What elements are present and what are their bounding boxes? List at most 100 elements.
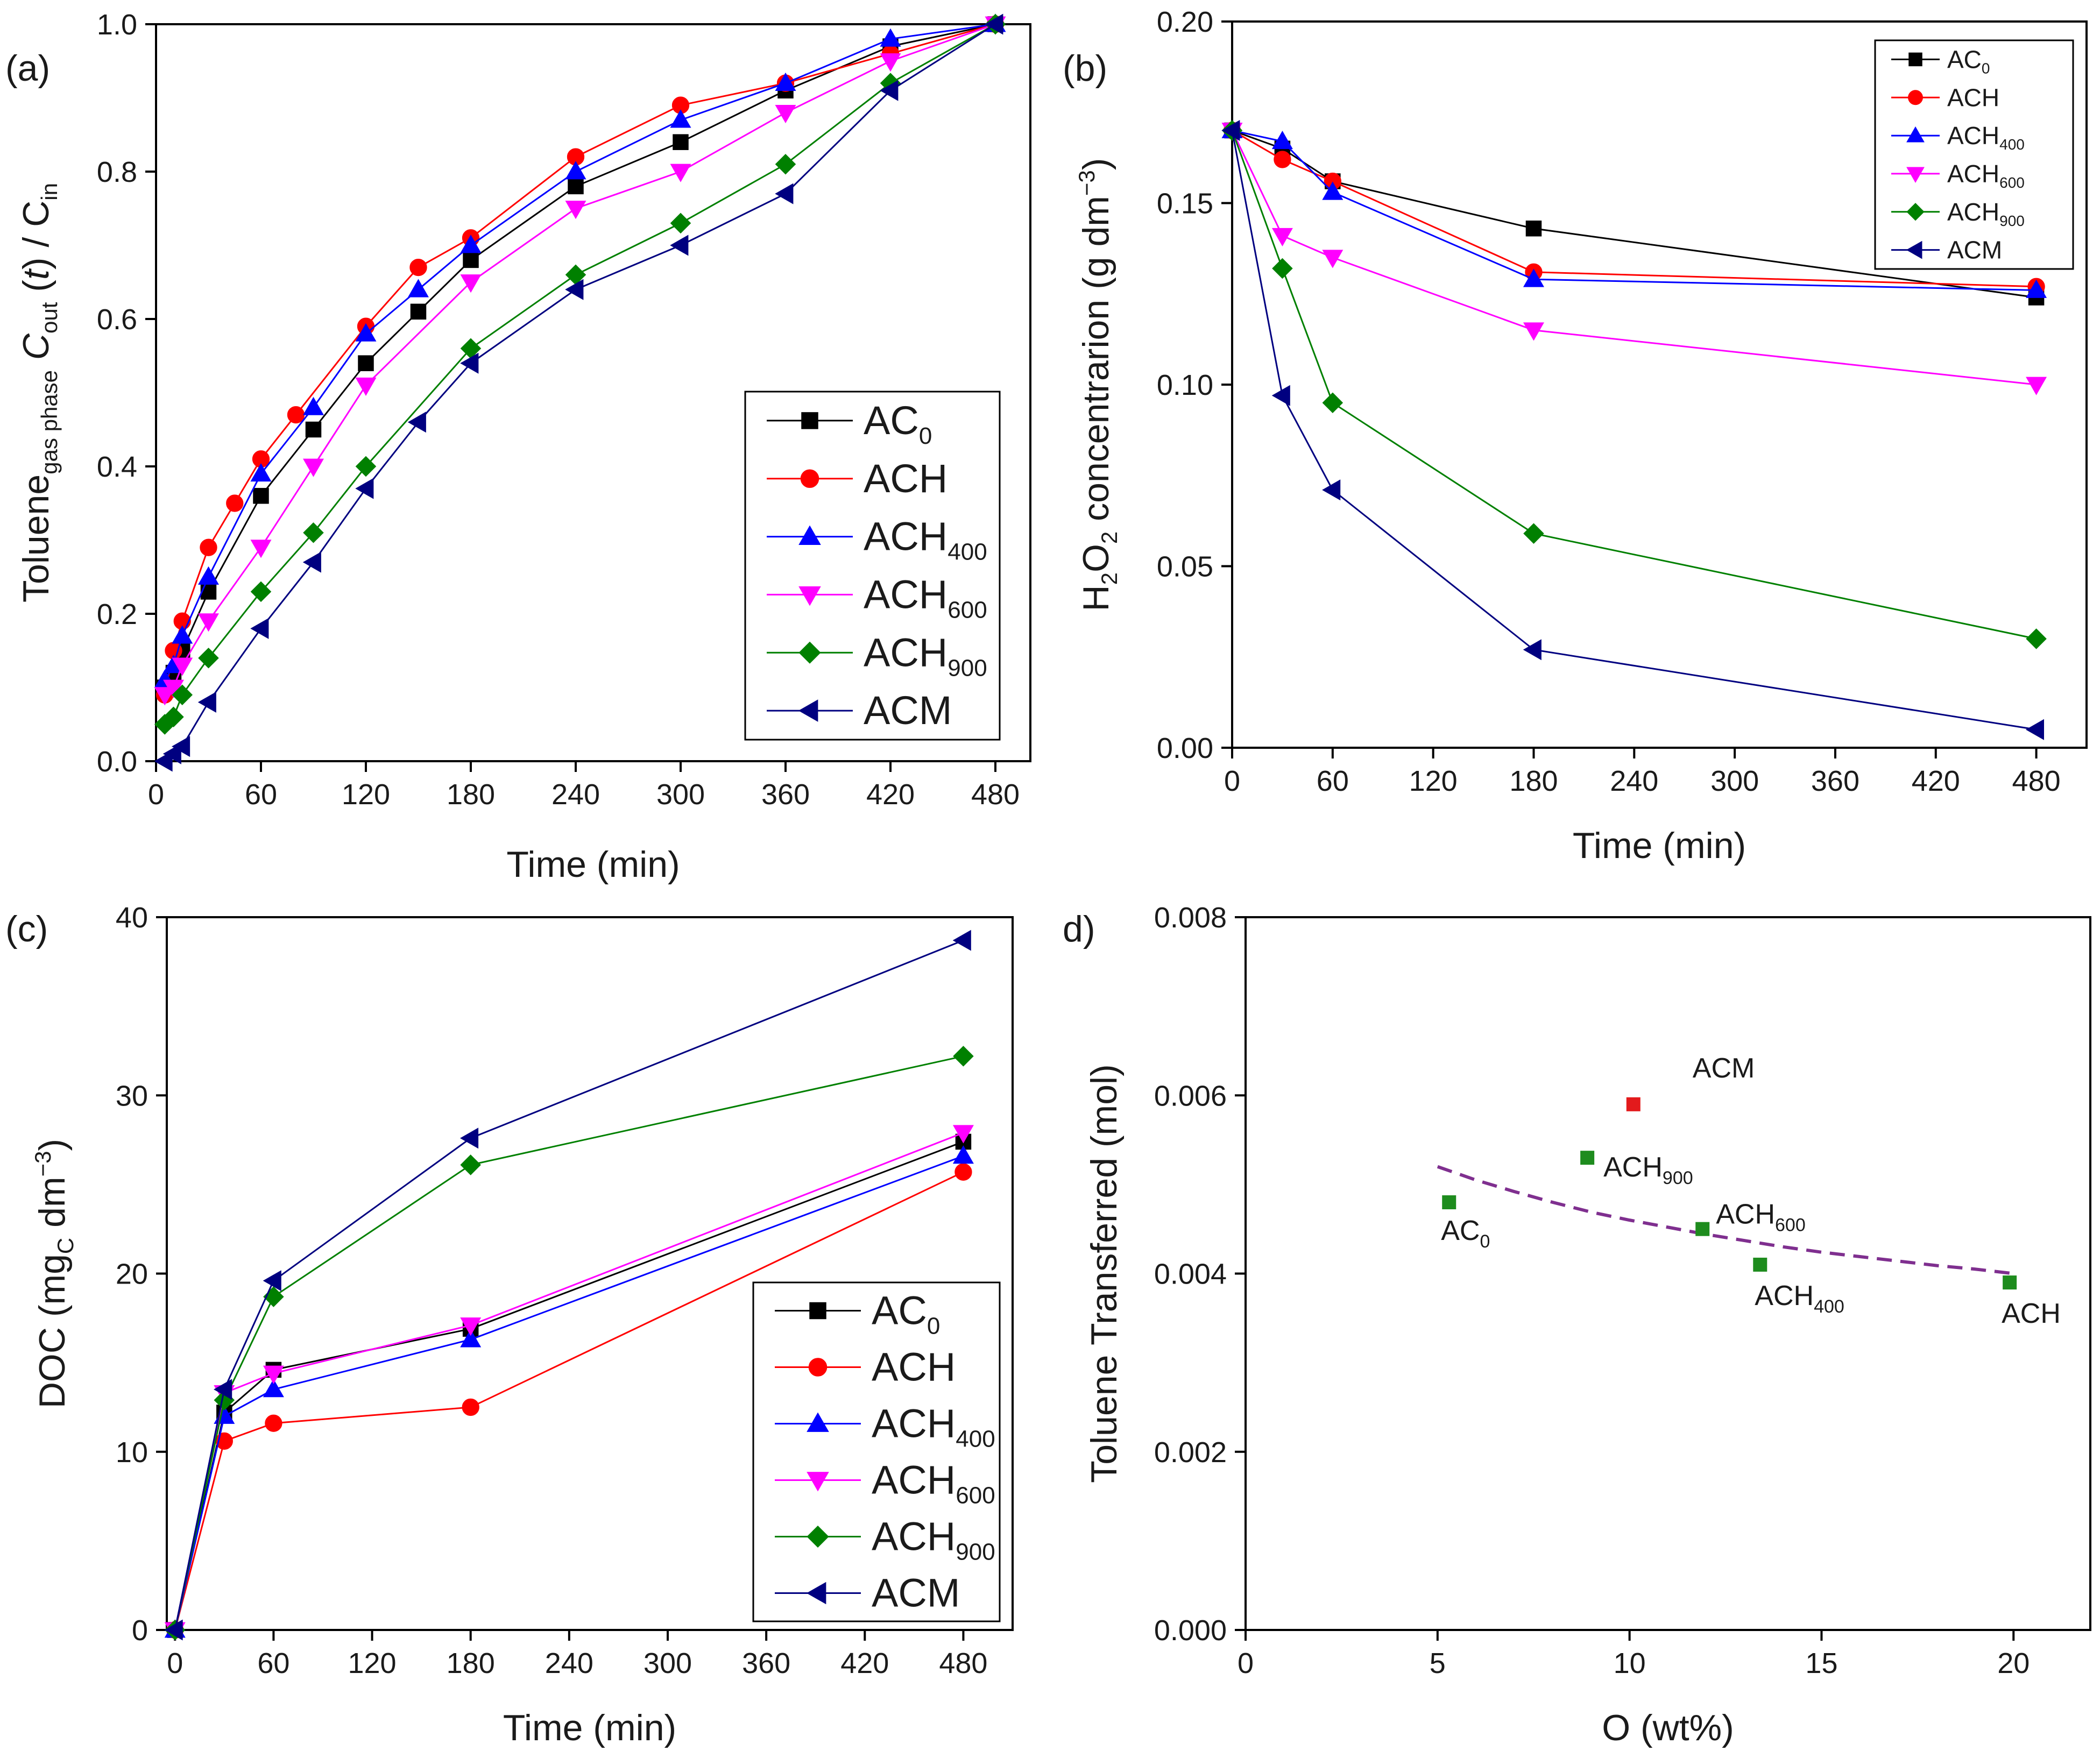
legend-marker-ACH600 (1906, 167, 1925, 183)
y-tick-label: 0.15 (1157, 188, 1213, 220)
data-point-ACH400 (460, 235, 482, 253)
data-point-ACM (2025, 719, 2044, 740)
x-tick-label: 15 (1805, 1647, 1837, 1679)
legend-label-ACM: ACM (864, 688, 952, 733)
data-point-ACH600 (460, 274, 482, 293)
data-point-ACM (1221, 120, 1240, 141)
point-label-ACH: ACH (2002, 1298, 2061, 1329)
data-point-ACH600 (880, 53, 901, 72)
y-axis-label: H2O2 concentrarion (g dm−3) (1074, 158, 1122, 612)
x-tick-label: 420 (1912, 765, 1960, 797)
data-point-ACH400 (250, 463, 272, 482)
panel-label: (a) (5, 48, 50, 89)
y-tick-label: 0.10 (1157, 369, 1213, 401)
legend-marker-AC0 (1908, 52, 1922, 67)
panel-label: d) (1063, 909, 1095, 949)
scatter-point-ACH (2003, 1275, 2017, 1290)
panel-label: (b) (1063, 48, 1107, 89)
legend-label-ACH: ACH (864, 456, 948, 501)
data-point-ACH600 (775, 105, 796, 124)
x-tick-label: 5 (1430, 1647, 1446, 1679)
x-axis-label: Time (min) (503, 1707, 676, 1748)
legend-label-AC0: AC0 (872, 1288, 940, 1339)
data-point-AC0 (305, 421, 322, 438)
legend-label-ACH600: ACH600 (864, 572, 987, 623)
legend-marker-ACH400 (807, 1412, 829, 1432)
data-point-ACH600 (1322, 250, 1344, 268)
series-ACM (154, 13, 1003, 772)
data-point-AC0 (410, 303, 427, 320)
legend-marker-ACH900 (1906, 203, 1925, 221)
legend-marker-ACH (808, 1358, 828, 1377)
data-point-ACM (1322, 479, 1341, 501)
legend-marker-ACM (1906, 240, 1922, 259)
legend-box (1874, 39, 2074, 270)
data-point-ACH600 (565, 201, 586, 219)
data-point-ACH400 (1523, 268, 1544, 287)
legend-marker-ACM (806, 1582, 826, 1605)
data-point-ACH600 (303, 458, 324, 477)
data-point-ACH400 (880, 28, 901, 47)
legend-label-ACH400: ACH400 (864, 514, 987, 565)
legend-marker-ACH400 (798, 525, 821, 545)
series-ACH900 (154, 13, 1006, 735)
legend-label-AC0: AC0 (1947, 45, 1990, 76)
data-point-ACH900 (355, 456, 377, 477)
data-point-ACM (197, 691, 216, 713)
data-point-ACH400 (952, 1145, 974, 1164)
x-tick-label: 120 (348, 1647, 396, 1679)
data-point-ACH400 (2026, 279, 2047, 298)
series-ACH900 (1221, 120, 2047, 649)
data-point-ACH (462, 1398, 479, 1416)
fit-curve (1437, 1165, 2014, 1275)
point-label-AC0: AC0 (1441, 1215, 1490, 1252)
x-tick-label: 20 (1997, 1647, 2030, 1679)
legend-label-ACM: ACM (1947, 236, 2002, 264)
data-point-ACM (880, 80, 899, 101)
legend-label-ACH: ACH (872, 1345, 956, 1390)
data-point-ACM (985, 13, 1003, 35)
plot-frame (155, 23, 1031, 762)
panel-b: (b) 0 60 120 180 240 300 360 420 480 0.00 0.05 0.10 0… (1063, 6, 2088, 866)
x-tick-label: 10 (1614, 1647, 1646, 1679)
data-point-ACM (302, 551, 321, 573)
y-tick-label: 0.2 (97, 598, 137, 630)
x-tick-label: 240 (551, 778, 600, 811)
legend-label-ACM: ACM (872, 1571, 960, 1615)
data-point-ACH400 (1271, 131, 1293, 150)
legend-marker-ACH400 (1906, 126, 1925, 143)
data-point-ACH (200, 538, 217, 556)
data-point-ACH900 (460, 1154, 481, 1175)
data-point-ACH900 (303, 522, 324, 543)
data-point-ACM (214, 1379, 232, 1400)
data-point-ACM (250, 618, 269, 639)
x-tick-label: 120 (342, 778, 390, 811)
legend-label-ACH900: ACH900 (864, 630, 987, 681)
data-point-ACH400 (263, 1379, 284, 1398)
legend-marker-ACH900 (798, 641, 821, 664)
legend-label-ACH: ACH (1947, 83, 1999, 111)
x-tick-label: 300 (1710, 765, 1759, 797)
scatter-point-ACM (1626, 1097, 1641, 1111)
data-point-ACM (164, 1619, 183, 1641)
x-tick-label: 420 (866, 778, 915, 811)
legend-label-ACH900: ACH900 (872, 1514, 995, 1565)
x-tick-label: 300 (644, 1647, 692, 1679)
series-ACH600 (154, 16, 1006, 706)
y-tick-label: 0 (132, 1614, 148, 1647)
x-tick-label: 480 (971, 778, 1020, 811)
x-tick-label: 60 (245, 778, 277, 811)
y-tick-label: 0.008 (1154, 902, 1227, 934)
x-tick-label: 0 (148, 778, 164, 811)
y-tick-label: 10 (116, 1436, 148, 1469)
data-point-AC0 (673, 134, 689, 150)
x-tick-label: 0 (1238, 1647, 1254, 1679)
data-point-ACH900 (198, 647, 219, 669)
data-point-ACM (670, 235, 689, 256)
y-tick-label: 20 (116, 1258, 148, 1291)
y-tick-label: 0.05 (1157, 551, 1213, 583)
data-point-ACH900 (670, 212, 691, 234)
